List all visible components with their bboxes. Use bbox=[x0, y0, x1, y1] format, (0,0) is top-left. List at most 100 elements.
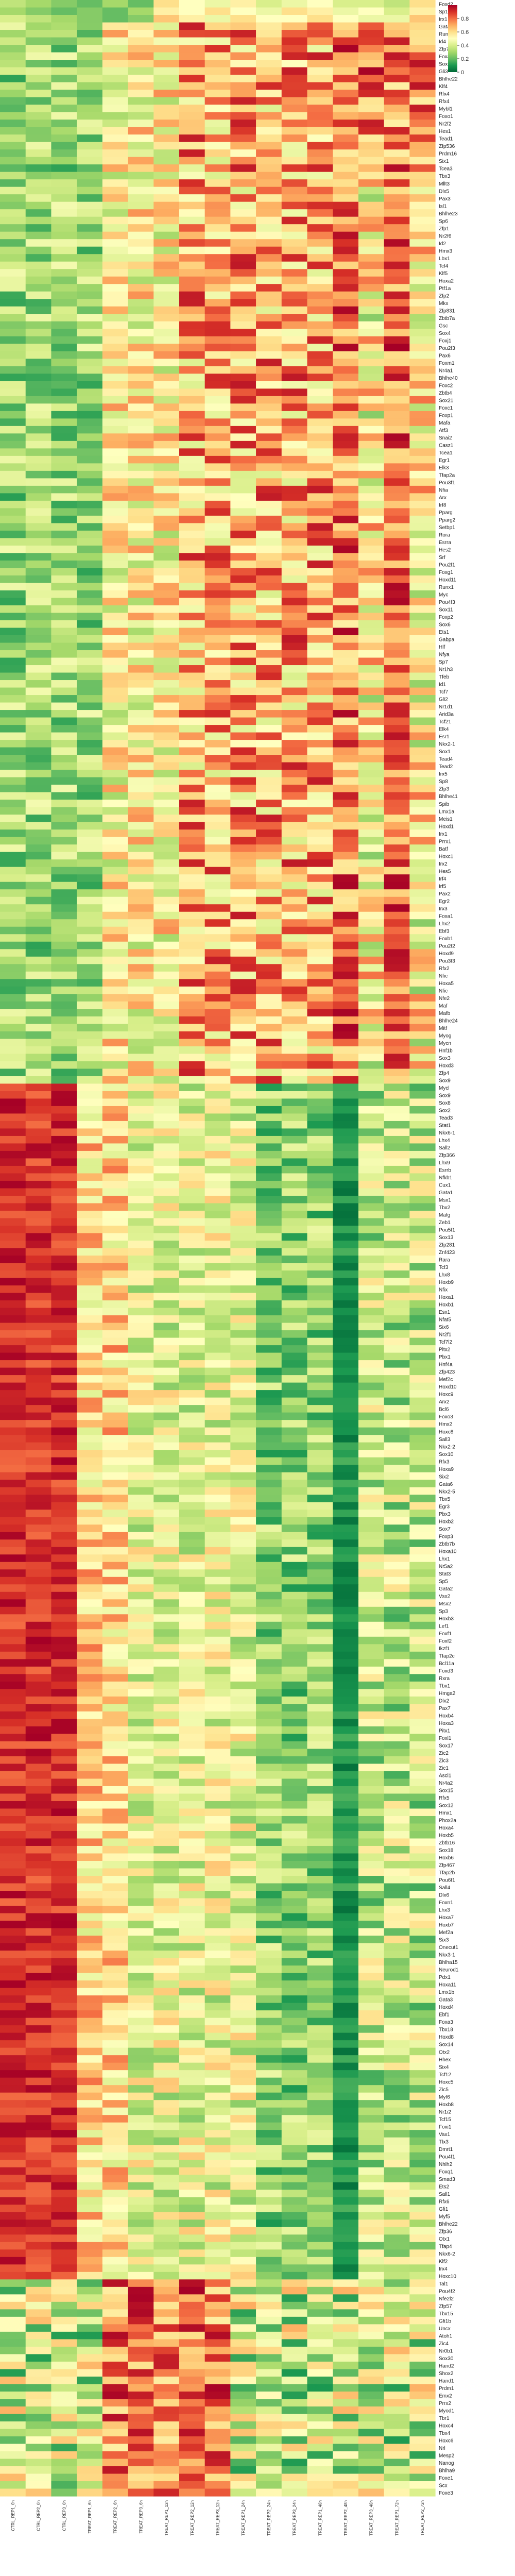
heatmap-cell bbox=[128, 1046, 154, 1054]
heatmap-cell bbox=[77, 1838, 103, 1846]
heatmap-cell bbox=[230, 1113, 256, 1122]
heatmap-cell bbox=[281, 1696, 308, 1704]
heatmap-cell bbox=[384, 1644, 410, 1652]
heatmap-cell bbox=[153, 1352, 180, 1361]
heatmap-cell bbox=[204, 172, 231, 180]
heatmap-cell bbox=[153, 979, 180, 987]
heatmap-cell bbox=[384, 1278, 410, 1286]
heatmap-cell bbox=[77, 1651, 103, 1659]
heatmap-cell bbox=[256, 1906, 282, 1914]
heatmap-cell bbox=[333, 455, 359, 464]
heatmap-cell bbox=[51, 1891, 77, 1899]
heatmap-cell bbox=[77, 613, 103, 621]
heatmap-cell bbox=[281, 1599, 308, 1607]
heatmap-cell bbox=[204, 1375, 231, 1383]
heatmap-cell bbox=[256, 1801, 282, 1809]
heatmap-cell bbox=[77, 127, 103, 135]
heatmap-cell bbox=[230, 613, 256, 621]
heatmap-cell bbox=[358, 710, 385, 718]
heatmap-cell bbox=[51, 336, 77, 344]
heatmap-cell bbox=[77, 1165, 103, 1174]
heatmap-cell bbox=[307, 628, 333, 636]
heatmap-cell bbox=[333, 231, 359, 240]
heatmap-cell bbox=[102, 1801, 129, 1809]
heatmap-cell bbox=[102, 2130, 129, 2138]
heatmap-cell bbox=[358, 1412, 385, 1420]
heatmap-cell bbox=[256, 1150, 282, 1159]
heatmap-cell bbox=[281, 695, 308, 703]
heatmap-cell bbox=[409, 538, 436, 546]
heatmap-cell bbox=[230, 1001, 256, 1009]
heatmap-cell bbox=[204, 1681, 231, 1689]
heatmap-cell bbox=[153, 710, 180, 718]
heatmap-cell bbox=[0, 1659, 26, 1667]
heatmap-cell bbox=[409, 1337, 436, 1346]
heatmap-cell bbox=[153, 553, 180, 561]
heatmap-cell bbox=[51, 1188, 77, 1196]
heatmap-cell bbox=[333, 545, 359, 554]
heatmap-cell bbox=[102, 1584, 129, 1592]
heatmap-cell bbox=[281, 1315, 308, 1324]
heatmap-cell bbox=[25, 889, 52, 897]
heatmap-cell bbox=[409, 500, 436, 509]
heatmap-cell bbox=[204, 1943, 231, 1951]
heatmap-cell bbox=[51, 1195, 77, 1204]
heatmap-cell bbox=[51, 867, 77, 875]
heatmap-cell bbox=[333, 2040, 359, 2048]
heatmap-cell bbox=[409, 1188, 436, 1196]
heatmap-cell bbox=[333, 508, 359, 516]
heatmap-cell bbox=[281, 979, 308, 987]
heatmap-cell bbox=[77, 120, 103, 128]
heatmap-cell bbox=[102, 800, 129, 808]
heatmap-cell bbox=[25, 1382, 52, 1391]
heatmap-cell bbox=[281, 1382, 308, 1391]
heatmap-cell bbox=[204, 1793, 231, 1802]
heatmap-cell bbox=[307, 2182, 333, 2190]
heatmap-cell bbox=[179, 2070, 205, 2078]
heatmap-cell bbox=[409, 105, 436, 113]
heatmap-cell bbox=[333, 15, 359, 23]
heatmap-cell bbox=[358, 852, 385, 860]
heatmap-cell bbox=[77, 134, 103, 143]
heatmap-cell bbox=[384, 695, 410, 703]
heatmap-cell bbox=[256, 2092, 282, 2100]
heatmap-cell bbox=[179, 650, 205, 658]
heatmap-cell bbox=[128, 695, 154, 703]
heatmap-cell bbox=[333, 1786, 359, 1794]
heatmap-cell bbox=[77, 964, 103, 972]
heatmap-cell bbox=[358, 717, 385, 725]
heatmap-cell bbox=[384, 1113, 410, 1122]
heatmap-cell bbox=[77, 1457, 103, 1465]
heatmap-cell bbox=[179, 1502, 205, 1510]
heatmap-cell bbox=[333, 710, 359, 718]
heatmap-cell bbox=[256, 1988, 282, 1996]
heatmap-cell bbox=[102, 1689, 129, 1697]
heatmap-cell bbox=[307, 1412, 333, 1420]
heatmap-cell bbox=[358, 164, 385, 173]
heatmap-cell bbox=[307, 1143, 333, 1151]
heatmap-cell bbox=[409, 411, 436, 419]
heatmap-cell bbox=[358, 1465, 385, 1473]
heatmap-cell bbox=[230, 500, 256, 509]
heatmap-cell bbox=[179, 2107, 205, 2115]
heatmap-cell bbox=[153, 1532, 180, 1540]
heatmap-cell bbox=[51, 2062, 77, 2071]
heatmap-cell bbox=[230, 2130, 256, 2138]
heatmap-cell bbox=[179, 418, 205, 427]
heatmap-cell bbox=[179, 1876, 205, 1884]
heatmap-cell bbox=[25, 1024, 52, 1032]
heatmap-cell bbox=[153, 351, 180, 359]
heatmap-cell bbox=[281, 1352, 308, 1361]
heatmap-cell bbox=[409, 374, 436, 382]
heatmap-cell bbox=[51, 1420, 77, 1428]
heatmap-cell bbox=[179, 1069, 205, 1077]
heatmap-cell bbox=[333, 665, 359, 673]
heatmap-cell bbox=[256, 1031, 282, 1039]
heatmap-cell bbox=[25, 1584, 52, 1592]
heatmap-cell bbox=[153, 1913, 180, 1921]
heatmap-cell bbox=[128, 37, 154, 45]
heatmap-cell bbox=[358, 1943, 385, 1951]
heatmap-cell bbox=[0, 1278, 26, 1286]
heatmap-cell bbox=[281, 388, 308, 397]
heatmap-cell bbox=[128, 314, 154, 322]
